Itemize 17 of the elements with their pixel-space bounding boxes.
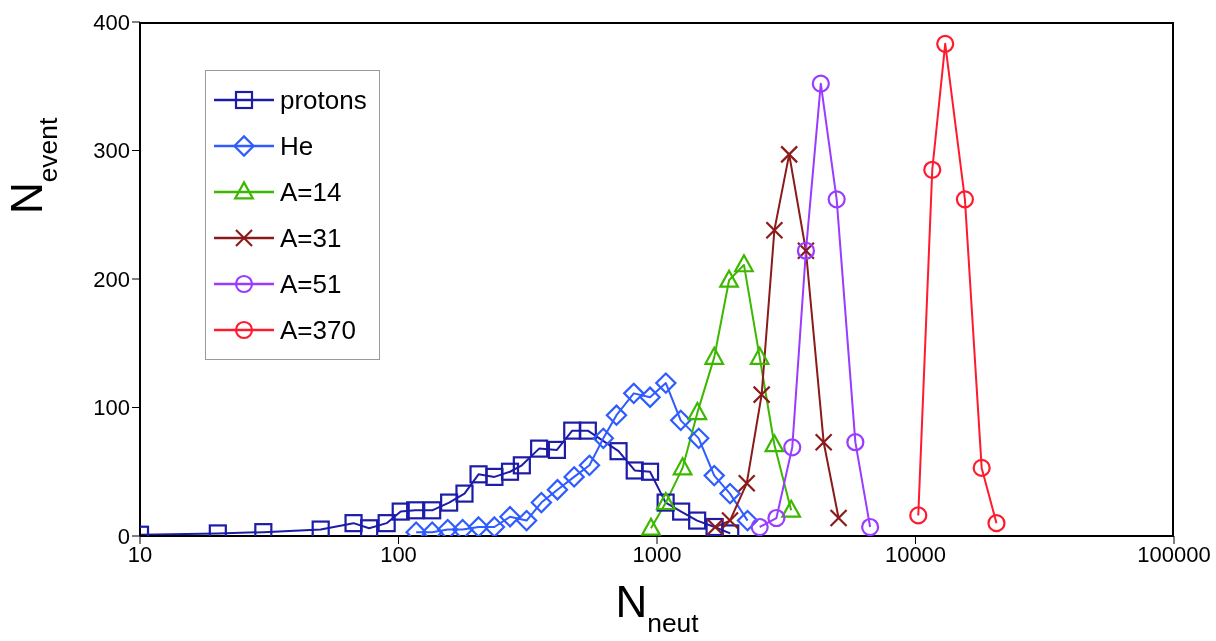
y-tick-label: 400 bbox=[93, 9, 130, 35]
y-tick-label: 0 bbox=[117, 523, 130, 549]
legend-label: A=370 bbox=[280, 314, 356, 346]
legend-label: protons bbox=[280, 84, 367, 116]
legend-label: He bbox=[280, 130, 314, 162]
x-axis-title: N$_{neut}$ bbox=[615, 577, 700, 638]
y-tick-label: 100 bbox=[93, 395, 130, 421]
x-tick-label: 100000 bbox=[1137, 541, 1211, 567]
legend-label: A=51 bbox=[280, 268, 342, 300]
x-tick-label: 1000 bbox=[632, 541, 682, 567]
y-tick-label: 300 bbox=[93, 138, 130, 164]
legend-label: A=14 bbox=[280, 176, 342, 208]
y-tick-label: 200 bbox=[93, 266, 130, 292]
x-tick-label: 10 bbox=[127, 541, 153, 567]
x-tick-label: 10000 bbox=[884, 541, 947, 567]
x-tick-label: 100 bbox=[380, 541, 417, 567]
legend-label: A=31 bbox=[280, 222, 342, 254]
